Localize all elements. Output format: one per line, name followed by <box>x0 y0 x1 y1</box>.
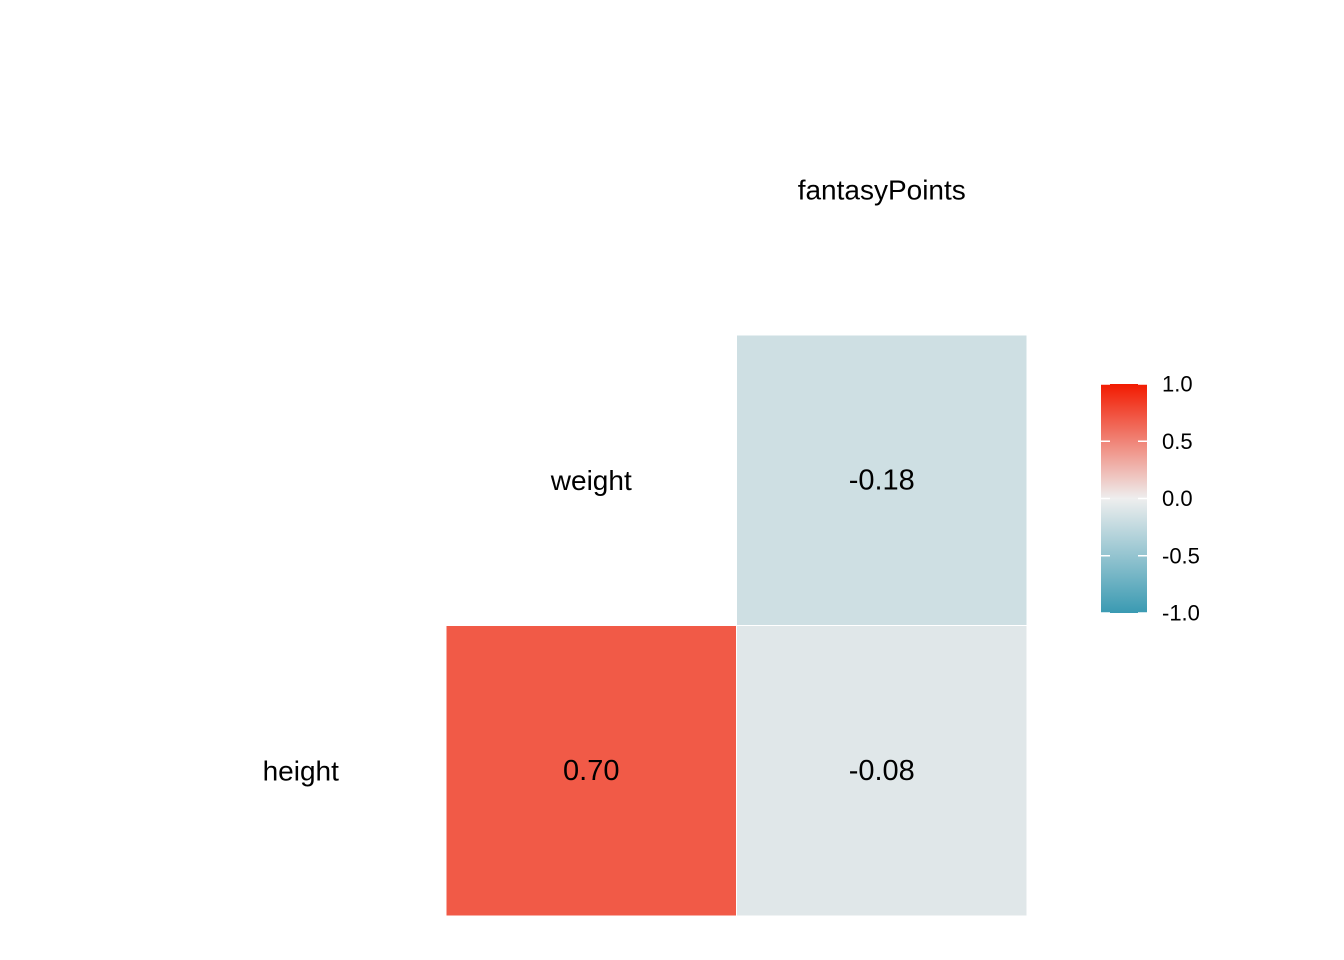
legend-tick-label: 0.0 <box>1162 486 1193 511</box>
cell-value-label: -0.08 <box>849 755 915 787</box>
variable-label-fantasyPoints: fantasyPoints <box>798 174 966 205</box>
legend-tick-label: -0.5 <box>1162 543 1200 568</box>
legend-tick-label: 1.0 <box>1162 372 1193 397</box>
legend-tick-label: 0.5 <box>1162 429 1193 454</box>
variable-label-height: height <box>263 755 340 786</box>
cell-value-label: 0.70 <box>563 755 619 787</box>
color-legend: 1.0 0.5 0.0 -0.5 -1.0 <box>1101 372 1200 626</box>
heatmap-cell-height-fantasyPoints <box>736 625 1028 917</box>
cell-value-label: -0.18 <box>849 464 915 496</box>
heatmap-cell-weight-fantasyPoints <box>736 334 1028 626</box>
heatmap-cell-height-weight <box>445 625 737 917</box>
legend-tick-label: -1.0 <box>1162 601 1200 626</box>
variable-label-weight: weight <box>550 465 632 496</box>
variable-labels: height weight fantasyPoints <box>263 174 966 786</box>
heatmap-cells: 0.70 -0.08 -0.18 <box>445 334 1028 917</box>
